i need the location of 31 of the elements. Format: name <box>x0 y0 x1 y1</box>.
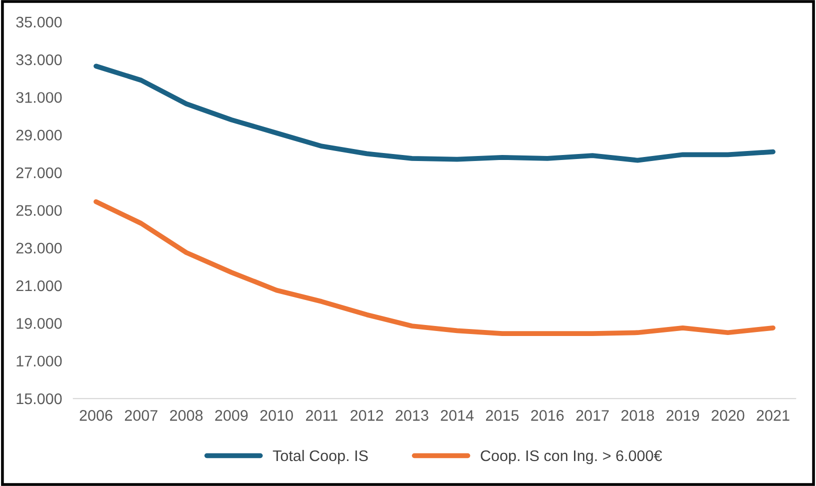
line-series <box>94 199 776 336</box>
y-tick-label: 27.000 <box>16 167 62 178</box>
legend-label: Total Coop. IS <box>272 450 368 464</box>
y-tick-label: 17.000 <box>16 356 62 367</box>
x-tick-label: 2007 <box>124 410 158 421</box>
y-tick-label: 31.000 <box>16 92 62 103</box>
y-tick-label: 19.000 <box>16 318 62 329</box>
y-tick-label: 21.000 <box>16 280 62 292</box>
x-tick-label: 2021 <box>756 410 790 421</box>
y-tick-label: 33.000 <box>16 54 62 66</box>
x-tick-label: 2017 <box>576 410 609 421</box>
line-series <box>94 64 776 163</box>
legend-label: Coop. IS con Ing. > 6.000€ <box>480 450 662 464</box>
x-tick-label: 2015 <box>486 410 519 421</box>
x-tick-label: 2009 <box>215 410 248 421</box>
x-tick-label: 2016 <box>531 410 564 421</box>
x-tick-label: 2019 <box>666 410 700 421</box>
x-tick-label: 2010 <box>260 410 293 421</box>
x-tick-label: 2006 <box>80 410 112 421</box>
x-tick-label: 2012 <box>350 410 384 421</box>
x-tick-label: 2013 <box>396 410 428 421</box>
y-tick-label: 35.000 <box>16 16 62 28</box>
x-tick-label: 2014 <box>440 410 474 421</box>
y-tick-label: 25.000 <box>16 205 62 216</box>
x-tick-label: 2011 <box>306 410 338 421</box>
x-tick-label: 2008 <box>170 410 203 421</box>
y-tick-label: 15.000 <box>16 393 62 404</box>
y-tick-label: 23.000 <box>16 242 62 254</box>
y-tick-label: 29.000 <box>16 130 62 141</box>
x-tick-label: 2018 <box>621 410 654 421</box>
x-tick-label: 2020 <box>712 410 744 421</box>
